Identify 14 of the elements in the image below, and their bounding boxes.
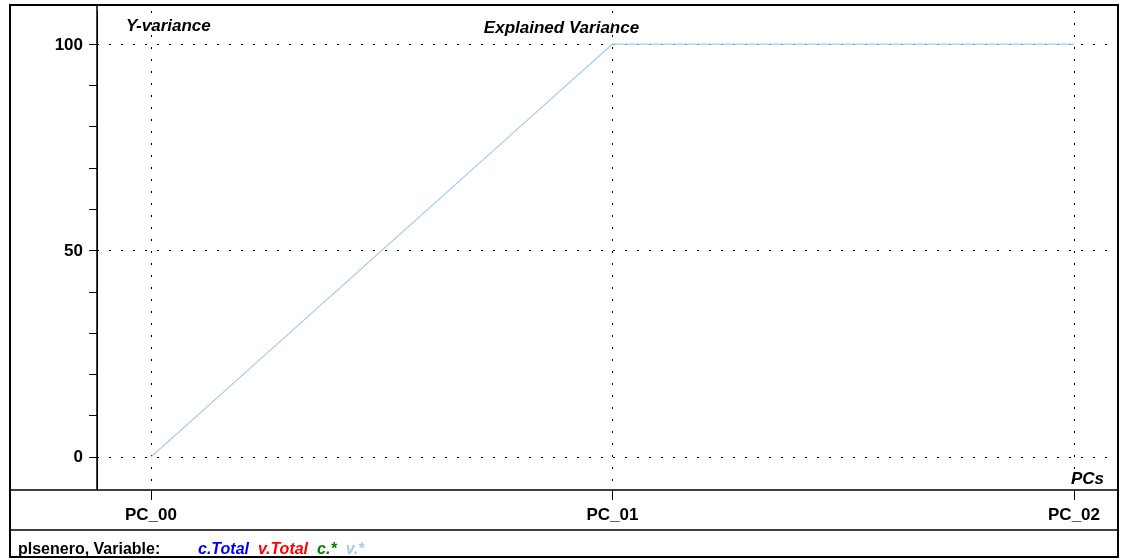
legend-label: c.* [317,539,338,557]
chart-title: Explained Variance [483,18,640,37]
x-tick-label: PC_00 [125,505,177,524]
x-tick-label: PC_02 [1048,505,1100,524]
y-tick-label: 100 [54,34,83,54]
y-tick-label: 0 [73,447,83,467]
y-tick-label: 50 [64,241,83,260]
x-tick-label: PC_01 [586,505,639,524]
legend-title: plsenero, Variable: [18,539,161,557]
text: v.* [345,539,366,557]
legend-label: v.Total [257,539,309,557]
x-axis-title: PCs [1070,469,1105,488]
legend-label: c.Total [198,539,250,557]
y-axis-title: Y-variance [126,16,211,35]
